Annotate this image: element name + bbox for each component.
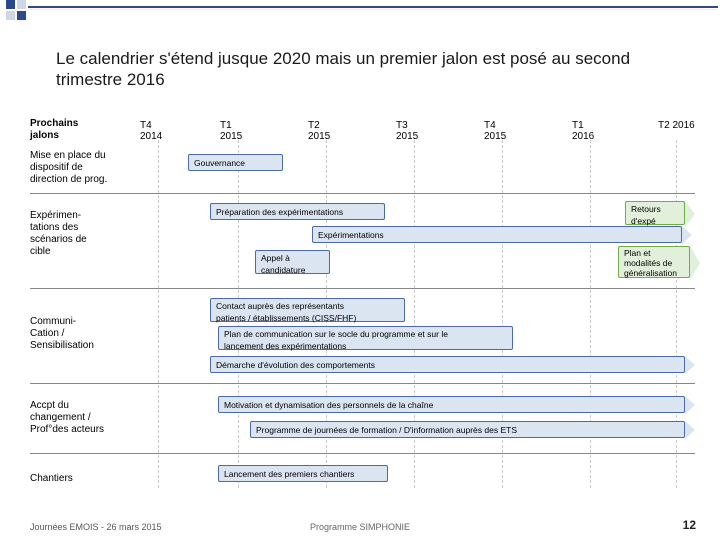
quarter-label: T12015 [220,120,242,142]
gantt-bar: Plan etmodalités degénéralisation [618,246,690,278]
gantt-bar: Préparation des expérimentations [210,203,385,220]
row-label: Expérimen-tations desscénarios decible [30,210,135,258]
gantt-bar: Lancement des premiers chantiers [218,465,388,482]
header-rule-2 [28,9,718,10]
bar-arrow-icon [690,246,700,280]
gantt-chart: Prochainsjalons Mise en place dudispositi… [30,118,695,488]
gantt-bar: Appel àcandidature [255,250,330,274]
row-label: Mise en place dudispositif dedirection d… [30,150,135,186]
gantt-bar: Gouvernance [188,154,283,171]
timeline-area: T42014 T12015 T22015 T32015 T42015 T12016 T2 2… [140,118,695,488]
gantt-bar: Plan de communication sur le socle du pr… [218,326,513,350]
bar-arrow-icon [685,201,695,227]
quarter-label: T2 2016 [658,120,695,131]
footer-center: Programme SIMPHONIE [0,522,720,532]
bar-arrow-icon [685,396,695,414]
quarter-label: T12016 [572,120,594,142]
row-label: Accpt duchangement /Prof°des acteurs [30,400,135,436]
quarter-label: T22015 [308,120,330,142]
gantt-bar: Programme de journées de formation / D'i… [250,421,685,438]
quarter-label: T42014 [140,120,162,142]
quarter-gridline [158,140,159,488]
row-label: Prochainsjalons [30,118,135,142]
gantt-bar: Retoursd'expé [625,201,685,225]
row-label: Communi-Cation /Sensibilisation [30,316,135,352]
bar-arrow-icon [682,226,692,244]
header-rule [28,6,718,8]
gantt-bar: Motivation et dynamisation des personnel… [218,396,685,413]
bar-arrow-icon [685,421,695,439]
gantt-bar: Contact auprès des représentantspatients… [210,298,405,322]
quarter-label: T32015 [396,120,418,142]
bar-arrow-icon [685,356,695,374]
page-title: Le calendrier s'étend jusque 2020 mais u… [56,48,676,91]
header-bar [0,0,720,10]
gantt-bar: Expérimentations [312,226,682,243]
quarter-label: T42015 [484,120,506,142]
logo-icon [6,0,26,20]
gantt-bar: Démarche d'évolution des comportements [210,356,685,373]
page-number: 12 [683,518,696,532]
row-label: Chantiers [30,473,135,485]
